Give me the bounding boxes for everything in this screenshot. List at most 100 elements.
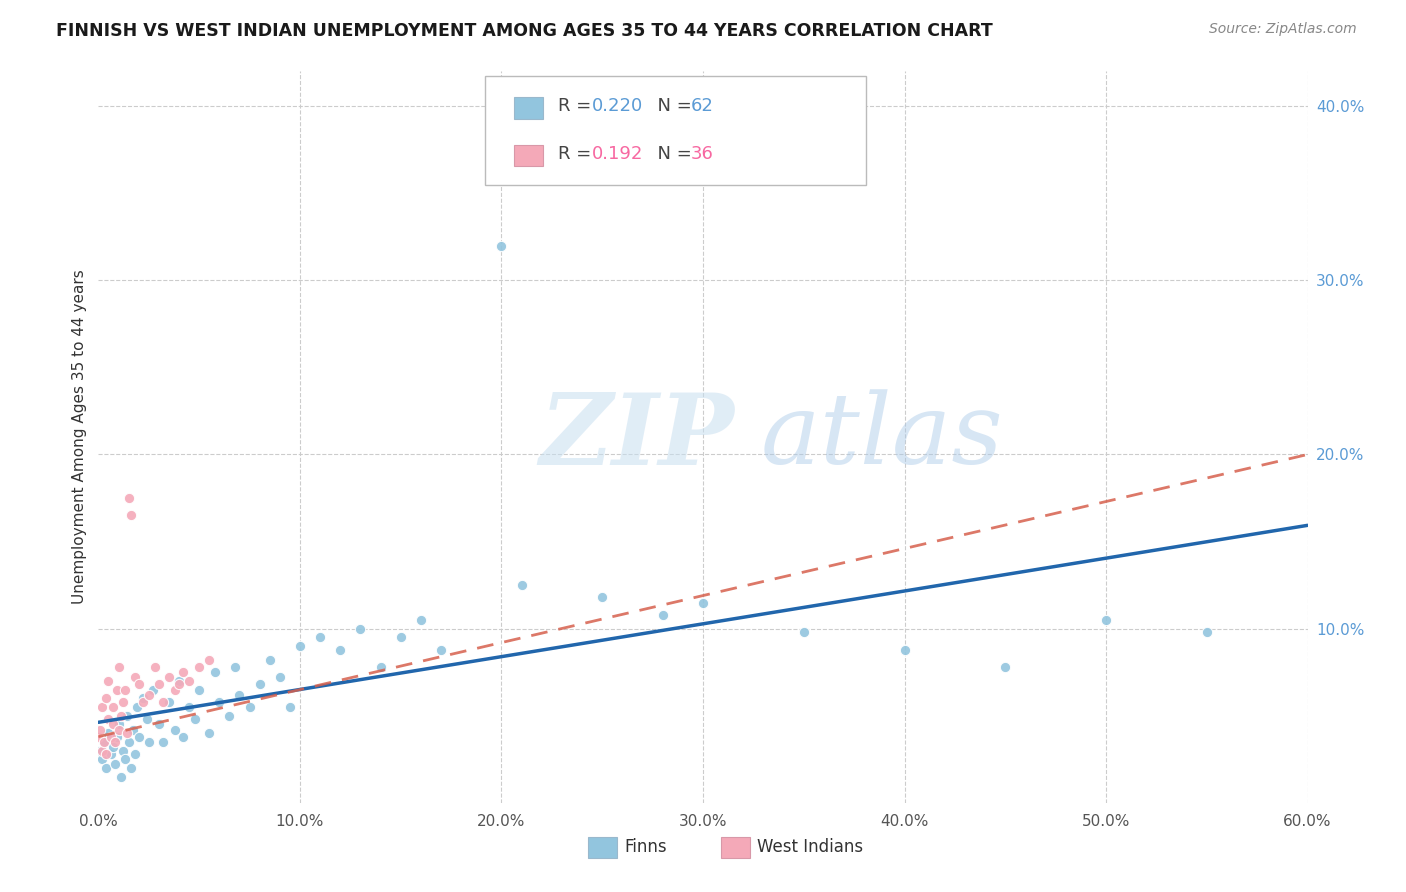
Text: 62: 62 [690, 97, 714, 115]
Point [87, 730, 110, 744]
Point [128, 730, 150, 744]
Point [143, 660, 166, 674]
Text: R =: R = [558, 97, 598, 115]
Point [91, 752, 114, 766]
Point [172, 665, 194, 680]
Point [107, 660, 129, 674]
Point [142, 682, 165, 697]
Point [97, 673, 120, 688]
Point [125, 700, 148, 714]
Text: atlas: atlas [761, 390, 1004, 484]
Point [148, 717, 170, 731]
Point [510, 578, 533, 592]
Text: Finns: Finns [624, 838, 666, 855]
Point [93, 735, 115, 749]
Point [349, 622, 371, 636]
Bar [515, 97, 543, 119]
Point [994, 660, 1017, 674]
Point [409, 613, 432, 627]
Point [100, 730, 122, 744]
Text: Source: ZipAtlas.com: Source: ZipAtlas.com [1209, 22, 1357, 37]
Point [128, 677, 150, 691]
Point [204, 665, 226, 680]
Point [651, 607, 673, 622]
Point [93, 735, 115, 749]
Point [793, 625, 815, 640]
Point [107, 717, 129, 731]
Point [188, 682, 211, 697]
Point [167, 673, 190, 688]
Point [135, 712, 157, 726]
Text: 0.192: 0.192 [592, 145, 643, 163]
Point [692, 595, 714, 609]
Point [152, 735, 174, 749]
Point [259, 653, 281, 667]
Point [179, 673, 201, 688]
Point [228, 688, 250, 702]
Point [115, 726, 138, 740]
Point [100, 747, 122, 761]
Point [120, 508, 142, 523]
Point [288, 639, 311, 653]
Point [132, 695, 155, 709]
Point [118, 491, 141, 505]
Point [105, 682, 128, 697]
Point [101, 700, 124, 714]
Point [157, 695, 180, 709]
Point [138, 688, 160, 702]
Point [198, 726, 221, 740]
Text: 36: 36 [690, 145, 714, 163]
Point [103, 757, 125, 772]
Point [118, 735, 141, 749]
Point [96, 691, 118, 706]
Point [1195, 625, 1218, 640]
Point [389, 631, 412, 645]
Text: FINNISH VS WEST INDIAN UNEMPLOYMENT AMONG AGES 35 TO 44 YEARS CORRELATION CHART: FINNISH VS WEST INDIAN UNEMPLOYMENT AMON… [56, 22, 993, 40]
Point [96, 747, 118, 761]
Point [89, 723, 111, 737]
Point [184, 712, 207, 726]
Point [89, 743, 111, 757]
Point [124, 670, 146, 684]
Bar [721, 838, 751, 858]
Point [188, 660, 211, 674]
Text: N =: N = [647, 97, 697, 115]
Point [111, 695, 134, 709]
Point [249, 677, 271, 691]
Point [114, 682, 136, 697]
Point [103, 735, 125, 749]
Text: West Indians: West Indians [758, 838, 863, 855]
Point [224, 660, 246, 674]
Point [96, 761, 118, 775]
Point [148, 677, 170, 691]
FancyBboxPatch shape [485, 77, 866, 185]
Point [239, 700, 262, 714]
Point [370, 660, 392, 674]
Y-axis label: Unemployment Among Ages 35 to 44 years: Unemployment Among Ages 35 to 44 years [72, 269, 87, 605]
Point [114, 752, 136, 766]
Point [278, 700, 301, 714]
Point [163, 682, 186, 697]
Point [198, 653, 221, 667]
Point [430, 642, 453, 657]
Point [110, 770, 132, 784]
Point [101, 717, 124, 731]
Point [269, 670, 291, 684]
Point [309, 631, 332, 645]
Point [97, 712, 120, 726]
Point [97, 726, 120, 740]
Text: N =: N = [647, 145, 697, 163]
Text: R =: R = [558, 145, 598, 163]
Point [1095, 613, 1118, 627]
Point [179, 700, 201, 714]
Point [138, 735, 160, 749]
Point [157, 670, 180, 684]
Point [111, 743, 134, 757]
Point [120, 761, 142, 775]
Point [107, 723, 129, 737]
Point [491, 238, 513, 252]
Text: ZIP: ZIP [540, 389, 735, 485]
Point [132, 691, 155, 706]
Point [91, 700, 114, 714]
Point [124, 747, 146, 761]
